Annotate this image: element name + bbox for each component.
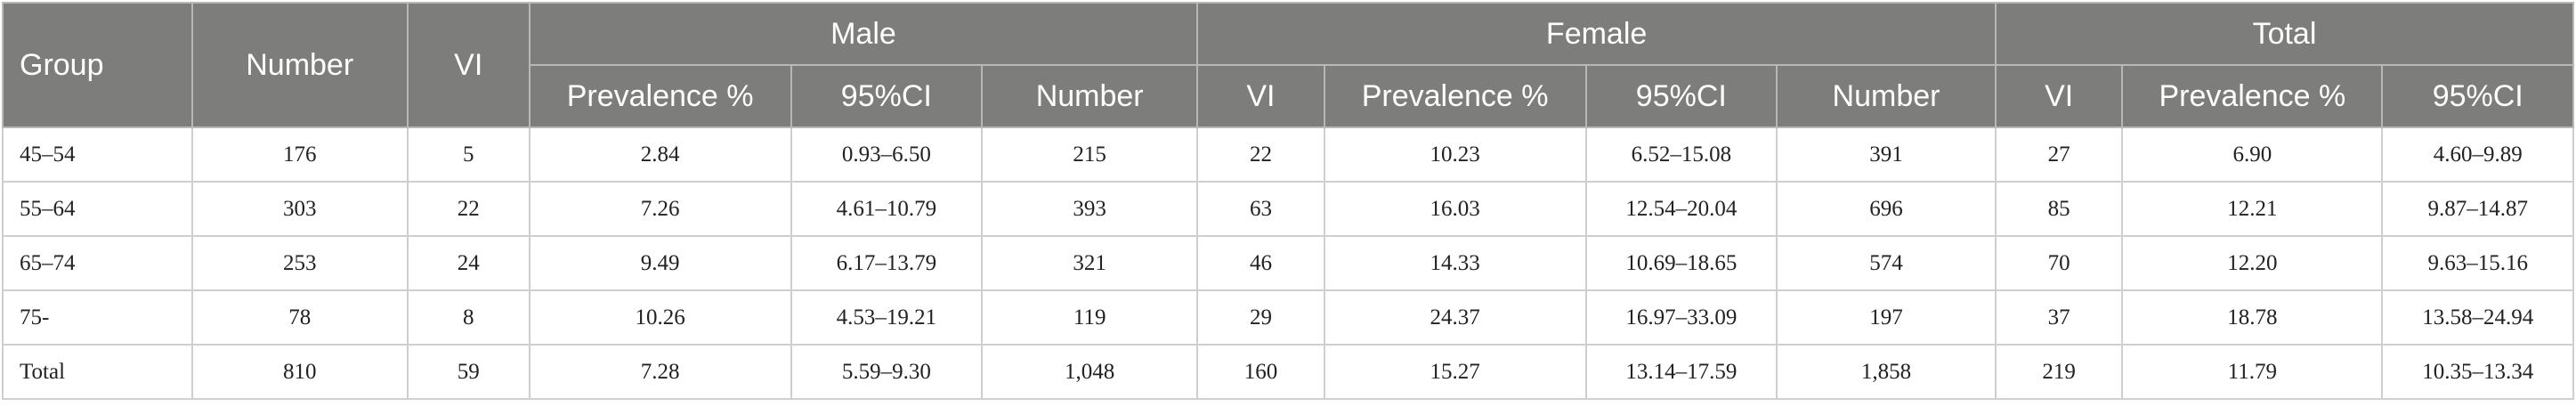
table-cell: 303 — [190, 181, 409, 237]
table-cell: 5 — [406, 126, 531, 183]
table-cell: 22 — [1196, 126, 1325, 183]
table-cell: 253 — [190, 235, 409, 291]
header-total-ci: 95%CI — [2381, 64, 2574, 128]
table-cell: 46 — [1196, 235, 1325, 291]
header-group: Group — [2, 2, 193, 128]
table-cell: 4.61–10.79 — [790, 181, 984, 237]
table-cell: 0.93–6.50 — [790, 126, 984, 183]
table-cell: 18.78 — [2121, 289, 2384, 346]
header-row-columns: Prevalence % 95%CI Number VI Prevalence … — [3, 64, 2574, 128]
table-cell: 215 — [981, 126, 1199, 183]
table-cell: 9.63–15.16 — [2381, 235, 2574, 291]
table-cell: 197 — [1776, 289, 1997, 346]
table-row: 65–74 253 24 9.49 6.17–13.79 321 46 14.33 10.69–… — [2, 235, 2574, 291]
table-cell: 85 — [1994, 181, 2124, 237]
table-cell: 4.53–19.21 — [790, 289, 984, 346]
header-female-ci: 95%CI — [1584, 64, 1778, 128]
header-male: Male — [528, 2, 1199, 66]
table-cell: 37 — [1994, 289, 2124, 346]
header-male-vi: VI — [406, 2, 531, 128]
group-cell: Total — [2, 344, 193, 400]
table-cell: 16.03 — [1323, 181, 1587, 237]
table-cell: 9.87–14.87 — [2381, 181, 2574, 237]
group-cell: 45–54 — [2, 126, 193, 183]
table-cell: 70 — [1994, 235, 2124, 291]
table-cell: 6.17–13.79 — [790, 235, 984, 291]
group-cell: 55–64 — [2, 181, 193, 237]
table-cell: 27 — [1994, 126, 2124, 183]
table-row: 75- 78 8 10.26 4.53–19.21 119 29 24.37 16.97–33.… — [2, 289, 2574, 346]
table-cell: 160 — [1196, 344, 1325, 400]
table-cell: 176 — [190, 126, 409, 183]
table-cell: 574 — [1776, 235, 1997, 291]
table-cell: 12.21 — [2121, 181, 2384, 237]
table-body: 45–54 176 5 2.84 0.93–6.50 215 22 10.23 6.52–15.… — [2, 126, 2574, 400]
table-cell: 6.90 — [2121, 126, 2384, 183]
table-row: Total 810 59 7.28 5.59–9.30 1,048 160 15.27 13.1… — [2, 344, 2574, 400]
table-cell: 696 — [1776, 181, 1997, 237]
table-cell: 16.97–33.09 — [1584, 289, 1778, 346]
header-male-number: Number — [190, 2, 409, 128]
table-cell: 219 — [1994, 344, 2124, 400]
table-row: 45–54 176 5 2.84 0.93–6.50 215 22 10.23 6.52–15.… — [2, 126, 2574, 183]
header-male-ci: 95%CI — [790, 64, 984, 128]
table-cell: 12.20 — [2121, 235, 2384, 291]
header-female-vi: VI — [1196, 64, 1325, 128]
group-cell: 75- — [2, 289, 193, 346]
header-total-vi: VI — [1994, 64, 2124, 128]
table-cell: 321 — [981, 235, 1199, 291]
table-cell: 9.49 — [528, 235, 792, 291]
table-cell: 24 — [406, 235, 531, 291]
table-cell: 10.26 — [528, 289, 792, 346]
table-cell: 8 — [406, 289, 531, 346]
table-cell: 14.33 — [1323, 235, 1587, 291]
table-cell: 810 — [190, 344, 409, 400]
table-cell: 10.23 — [1323, 126, 1587, 183]
table-cell: 4.60–9.89 — [2381, 126, 2574, 183]
header-female-prevalence: Prevalence % — [1323, 64, 1587, 128]
table-cell: 22 — [406, 181, 531, 237]
table-cell: 63 — [1196, 181, 1325, 237]
table-cell: 393 — [981, 181, 1199, 237]
table-cell: 7.28 — [528, 344, 792, 400]
header-female: Female — [1196, 2, 1997, 66]
header-male-prevalence: Prevalence % — [528, 64, 792, 128]
header-female-number: Number — [981, 64, 1199, 128]
table-cell: 5.59–9.30 — [790, 344, 984, 400]
table-cell: 119 — [981, 289, 1199, 346]
table-cell: 59 — [406, 344, 531, 400]
table-cell: 10.69–18.65 — [1584, 235, 1778, 291]
table-cell: 2.84 — [528, 126, 792, 183]
table-cell: 391 — [1776, 126, 1997, 183]
header-total-prevalence: Prevalence % — [2121, 64, 2384, 128]
table-cell: 13.14–17.59 — [1584, 344, 1778, 400]
group-cell: 65–74 — [2, 235, 193, 291]
table-cell: 12.54–20.04 — [1584, 181, 1778, 237]
table-cell: 1,048 — [981, 344, 1199, 400]
table-cell: 24.37 — [1323, 289, 1587, 346]
table-cell: 15.27 — [1323, 344, 1587, 400]
table-cell: 1,858 — [1776, 344, 1997, 400]
table-cell: 11.79 — [2121, 344, 2384, 400]
table-cell: 6.52–15.08 — [1584, 126, 1778, 183]
table-cell: 13.58–24.94 — [2381, 289, 2574, 346]
table-row: 55–64 303 22 7.26 4.61–10.79 393 63 16.03 12.54–… — [2, 181, 2574, 237]
table-cell: 78 — [190, 289, 409, 346]
header-row-groups: Group Number VI Male Female Total — [2, 2, 2575, 128]
header-total: Total — [1994, 2, 2575, 66]
table-cell: 10.35–13.34 — [2381, 344, 2574, 400]
table-cell: 7.26 — [528, 181, 792, 237]
prevalence-table: Group Number VI Male Female Total Preval… — [2, 2, 2575, 400]
table-cell: 29 — [1196, 289, 1325, 346]
header-total-number: Number — [1776, 64, 1997, 128]
